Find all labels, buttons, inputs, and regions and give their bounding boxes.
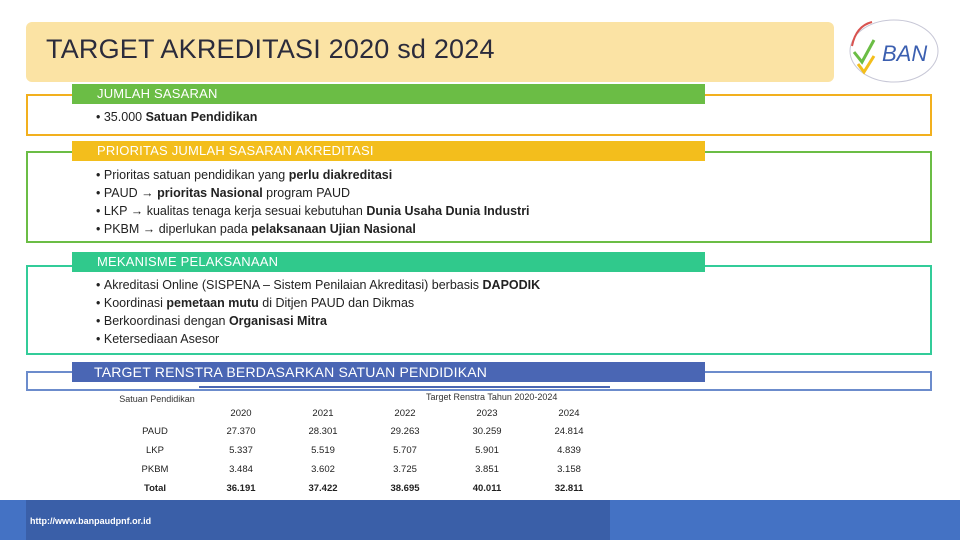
table-row-label: Total [144, 483, 166, 494]
table-cell: 27.370 [226, 426, 256, 437]
table-cell: 30.259 [472, 426, 502, 437]
table-cell: 4.839 [557, 445, 581, 456]
table-cell: 5.707 [393, 445, 417, 456]
table-grid: 2020 2021 2022 2023 2024 PAUD 27.370 28.… [110, 404, 610, 498]
section-header-jumlah-sasaran: JUMLAH SASARAN [72, 84, 705, 104]
table-row: PAUD 27.370 28.301 29.263 30.259 24.814 [110, 422, 610, 441]
list-item: Prioritas satuan pendidikan yang perlu d… [96, 166, 530, 184]
table-cell: 40.011 [472, 483, 502, 494]
table-row: LKP 5.337 5.519 5.707 5.901 4.839 [110, 441, 610, 460]
logo-text: BAN [882, 41, 927, 66]
table-cell: 3.602 [311, 464, 335, 475]
table-row-label: LKP [146, 445, 164, 456]
table-row: PKBM 3.484 3.602 3.725 3.851 3.158 [110, 460, 610, 479]
list-item: Koordinasi pemetaan mutu di Ditjen PAUD … [96, 294, 540, 312]
table-cell: 24.814 [554, 426, 584, 437]
footer-inner [26, 500, 610, 540]
table-header-line [199, 386, 610, 388]
list-item: LKP → kualitas tenaga kerja sesuai kebut… [96, 202, 530, 220]
table-cell: 3.158 [557, 464, 581, 475]
section-header-renstra: TARGET RENSTRA BERDASARKAN SATUAN PENDID… [72, 362, 705, 382]
table-cell: 38.695 [390, 483, 420, 494]
list-item: Akreditasi Online (SISPENA – Sistem Peni… [96, 276, 540, 294]
table-row-label: PAUD [142, 426, 168, 437]
list-item: 35.000 Satuan Pendidikan [96, 108, 258, 126]
list-item: PAUD → prioritas Nasional program PAUD [96, 184, 530, 202]
table-cell: 28.301 [308, 426, 338, 437]
table-year: 2024 [558, 407, 580, 419]
table-cell: 3.725 [393, 464, 417, 475]
table-cell: 5.519 [311, 445, 335, 456]
ban-logo: BAN [849, 19, 939, 83]
list-item: Ketersediaan Asesor [96, 330, 540, 348]
renstra-table: Satuan Pendidikan Target Renstra Tahun 2… [110, 386, 610, 500]
table-year-row: 2020 2021 2022 2023 2024 [110, 404, 610, 422]
table-cell: 29.263 [390, 426, 420, 437]
table-year: 2022 [394, 407, 416, 419]
table-cell: 37.422 [308, 483, 338, 494]
title-bar [26, 22, 834, 82]
table-cell: 32.811 [554, 483, 584, 494]
table-cell: 3.851 [475, 464, 499, 475]
slide-title: TARGET AKREDITASI 2020 sd 2024 [46, 34, 495, 64]
list-item: Berkoordinasi dengan Organisasi Mitra [96, 312, 540, 330]
table-cell: 5.901 [475, 445, 499, 456]
section-header-mekanisme: MEKANISME PELAKSANAAN [72, 252, 705, 272]
list-mekanisme: Akreditasi Online (SISPENA – Sistem Peni… [96, 276, 540, 348]
table-group-label: Target Renstra Tahun 2020-2024 [426, 392, 558, 402]
table-year: 2023 [476, 407, 498, 419]
table-cell: 5.337 [229, 445, 253, 456]
footer-url-link[interactable]: http://www.banpaudpnf.or.id [30, 516, 152, 526]
table-year: 2021 [312, 407, 334, 419]
section-header-prioritas: PRIORITAS JUMLAH SASARAN AKREDITASI [72, 141, 705, 161]
table-total-row: Total 36.191 37.422 38.695 40.011 32.811 [110, 479, 610, 498]
table-cell: 36.191 [226, 483, 256, 494]
table-cell: 3.484 [229, 464, 253, 475]
table-row-label: PKBM [141, 464, 169, 475]
list-item: PKBM → diperlukan pada pelaksanaan Ujian… [96, 220, 530, 238]
table-year: 2020 [230, 407, 252, 419]
table-col-label: Satuan Pendidikan [119, 394, 195, 404]
list-jumlah-sasaran: 35.000 Satuan Pendidikan [96, 108, 258, 126]
table-cell [110, 404, 200, 422]
list-prioritas: Prioritas satuan pendidikan yang perlu d… [96, 166, 530, 238]
